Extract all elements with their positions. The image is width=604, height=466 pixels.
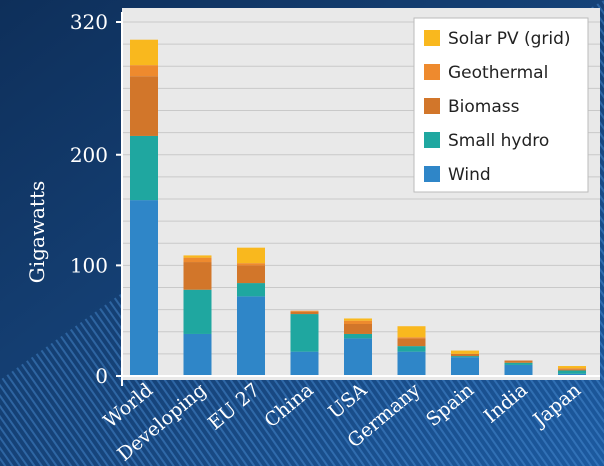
bar-segment-small-hydro <box>397 346 426 352</box>
bar-segment-geothermal <box>397 337 426 339</box>
bar-segment-geothermal <box>558 368 586 370</box>
legend-box <box>413 17 589 193</box>
bar-segment-biomass <box>183 262 212 290</box>
bar-segment-geothermal <box>183 257 212 263</box>
gridlines <box>122 21 600 355</box>
y-axis-title: Gigawatts <box>25 181 49 283</box>
bar-segment-solar-pv-grid <box>130 39 158 66</box>
bar-segment-geothermal <box>130 65 158 77</box>
bar-segment-small-hydro <box>183 289 212 334</box>
bar-segment-geothermal <box>290 310 319 312</box>
legend-label: Biomass <box>448 97 520 117</box>
bars <box>130 39 586 376</box>
y-tick-label: 100 <box>70 253 108 277</box>
bar-segment-small-hydro <box>504 362 533 365</box>
legend-label: Solar PV (grid) <box>448 29 571 49</box>
bar-segment-wind <box>558 373 586 376</box>
legend-swatch <box>424 132 440 148</box>
bar-segment-biomass <box>558 369 586 371</box>
y-ticks: 0 100 200 320 <box>70 10 122 388</box>
y-tick-label: 200 <box>70 143 108 167</box>
bar-segment-wind <box>130 200 158 376</box>
bar-segment-small-hydro <box>237 283 265 297</box>
bar-segment-solar-pv-grid <box>451 350 479 354</box>
bar-segment-geothermal <box>344 320 372 325</box>
y-tick-label: 0 <box>95 364 108 388</box>
y-tick-label: 320 <box>70 10 108 34</box>
bar-segment-biomass <box>397 338 426 347</box>
legend-swatch <box>424 166 440 182</box>
bar-segment-wind <box>290 351 319 376</box>
bar-segment-biomass <box>451 353 479 357</box>
bar-segment-solar-pv-grid <box>183 255 212 258</box>
bar-segment-geothermal <box>237 263 265 266</box>
x-category-label: Spain <box>422 379 478 431</box>
bar-segment-biomass <box>130 76 158 136</box>
bar-segment-solar-pv-grid <box>344 318 372 321</box>
x-category-label: Japan <box>528 379 586 432</box>
bar-segment-biomass <box>237 265 265 284</box>
x-category-label: India <box>480 379 532 428</box>
legend-swatch <box>424 98 440 114</box>
bar-segment-small-hydro <box>451 356 479 358</box>
bar-segment-solar-pv-grid <box>237 247 265 264</box>
bar-segment-small-hydro <box>130 135 158 201</box>
bar-segment-solar-pv-grid <box>397 326 426 338</box>
bar-segment-wind <box>183 333 212 376</box>
bar-segment-wind <box>504 364 533 376</box>
bar-segment-biomass <box>504 360 533 363</box>
x-category-label: EU 27 <box>204 379 264 434</box>
legend-swatch <box>424 30 440 46</box>
legend: Solar PV (grid) Geothermal Biomass Small hy… <box>413 17 589 193</box>
legend-label: Wind <box>448 165 491 185</box>
bar-segment-small-hydro <box>290 314 319 352</box>
bar-segment-biomass <box>344 324 372 334</box>
bar-segment-wind <box>451 357 479 376</box>
legend-label: Small hydro <box>448 131 549 151</box>
bar-segment-wind <box>237 296 265 376</box>
x-category-label: China <box>260 379 317 432</box>
legend-label: Geothermal <box>448 63 548 83</box>
bar-segment-biomass <box>290 311 319 315</box>
bar-segment-wind <box>344 338 372 376</box>
bar-segment-solar-pv-grid <box>558 366 586 369</box>
bar-segment-small-hydro <box>558 370 586 374</box>
bar-segment-wind <box>397 351 426 376</box>
bar-segment-small-hydro <box>344 333 372 339</box>
legend-swatch <box>424 64 440 80</box>
